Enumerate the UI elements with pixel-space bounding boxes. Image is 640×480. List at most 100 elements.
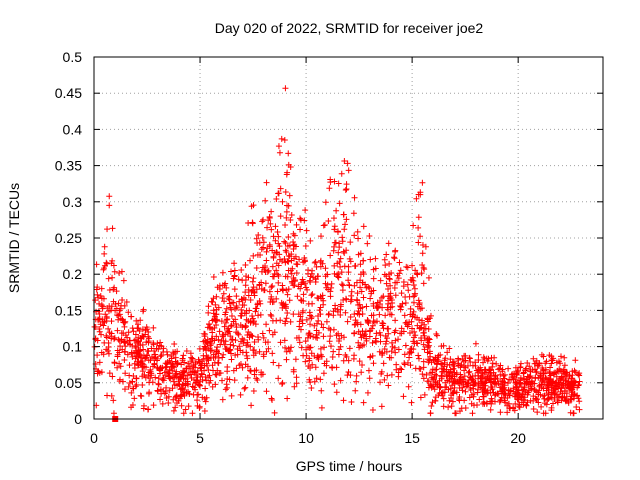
data-point [341,263,348,270]
data-point [302,243,309,250]
data-point [568,393,575,400]
data-point [205,374,212,381]
data-point [105,325,112,332]
data-point [283,214,290,221]
data-point [266,241,273,248]
data-point [325,325,332,332]
data-point [548,357,555,364]
data-point [126,362,133,369]
data-point [403,319,410,326]
data-point [290,368,297,375]
data-point [118,330,125,337]
data-point [125,340,132,347]
data-point [114,364,121,371]
data-point [287,267,294,274]
data-point [410,282,417,289]
data-point [341,158,348,165]
data-point [425,318,432,325]
data-point [210,367,217,374]
data-point [208,347,215,354]
data-point [410,299,417,306]
data-point [191,384,198,391]
data-point [131,395,138,402]
data-point [466,355,473,362]
data-point [381,256,388,263]
data-point [415,352,422,359]
data-point [251,292,258,299]
data-point [331,262,338,269]
data-point [426,357,433,364]
data-point [570,377,577,384]
data-point [260,216,267,223]
data-point [338,269,345,276]
data-point [292,356,299,363]
data-point [364,316,371,323]
data-point [249,278,256,285]
data-point [249,333,256,340]
data-point [530,355,537,362]
data-point [165,399,172,406]
data-point [263,388,270,395]
data-point [416,325,423,332]
data-point [219,282,226,289]
data-point [330,308,337,315]
data-point [504,402,511,409]
data-point [370,360,377,367]
data-point [325,218,332,225]
data-point [395,346,402,353]
data-point [238,306,245,313]
data-point [153,357,160,364]
data-point [382,262,389,269]
data-point [150,340,157,347]
data-point [510,370,517,377]
data-point [398,290,405,297]
data-point [388,269,395,276]
data-point [345,357,352,364]
data-points [91,85,583,422]
data-point [259,234,266,241]
data-point [268,295,275,302]
data-point [385,240,392,247]
data-point [406,293,413,300]
data-point [448,403,455,410]
data-point [548,389,555,396]
data-point [288,270,295,277]
data-point [472,340,479,347]
data-point [446,397,453,404]
data-point [228,306,235,313]
data-point [363,284,370,291]
data-point [554,398,561,405]
data-point [339,238,346,245]
y-tick-label: 0.2 [63,266,83,282]
data-point [206,321,213,328]
data-point [337,311,344,318]
data-point [151,348,158,355]
data-point [450,365,457,372]
data-point [298,344,305,351]
data-point [434,354,441,361]
data-point [360,294,367,301]
data-point [370,287,377,294]
data-point [262,197,269,204]
data-point [568,387,575,394]
data-point [284,202,291,209]
data-point [564,371,571,378]
data-point [282,344,289,351]
data-point [481,369,488,376]
data-point [429,376,436,383]
data-point [213,371,220,378]
data-point [272,237,279,244]
data-point [260,239,267,246]
data-point [425,339,432,346]
x-tick-label: 20 [510,430,526,446]
data-point [357,271,364,278]
data-point [504,409,511,416]
data-point [170,407,177,414]
data-point [527,366,534,373]
data-point [335,330,342,337]
data-point [460,378,467,385]
data-point [185,381,192,388]
data-point [366,328,373,335]
data-point [489,360,496,367]
